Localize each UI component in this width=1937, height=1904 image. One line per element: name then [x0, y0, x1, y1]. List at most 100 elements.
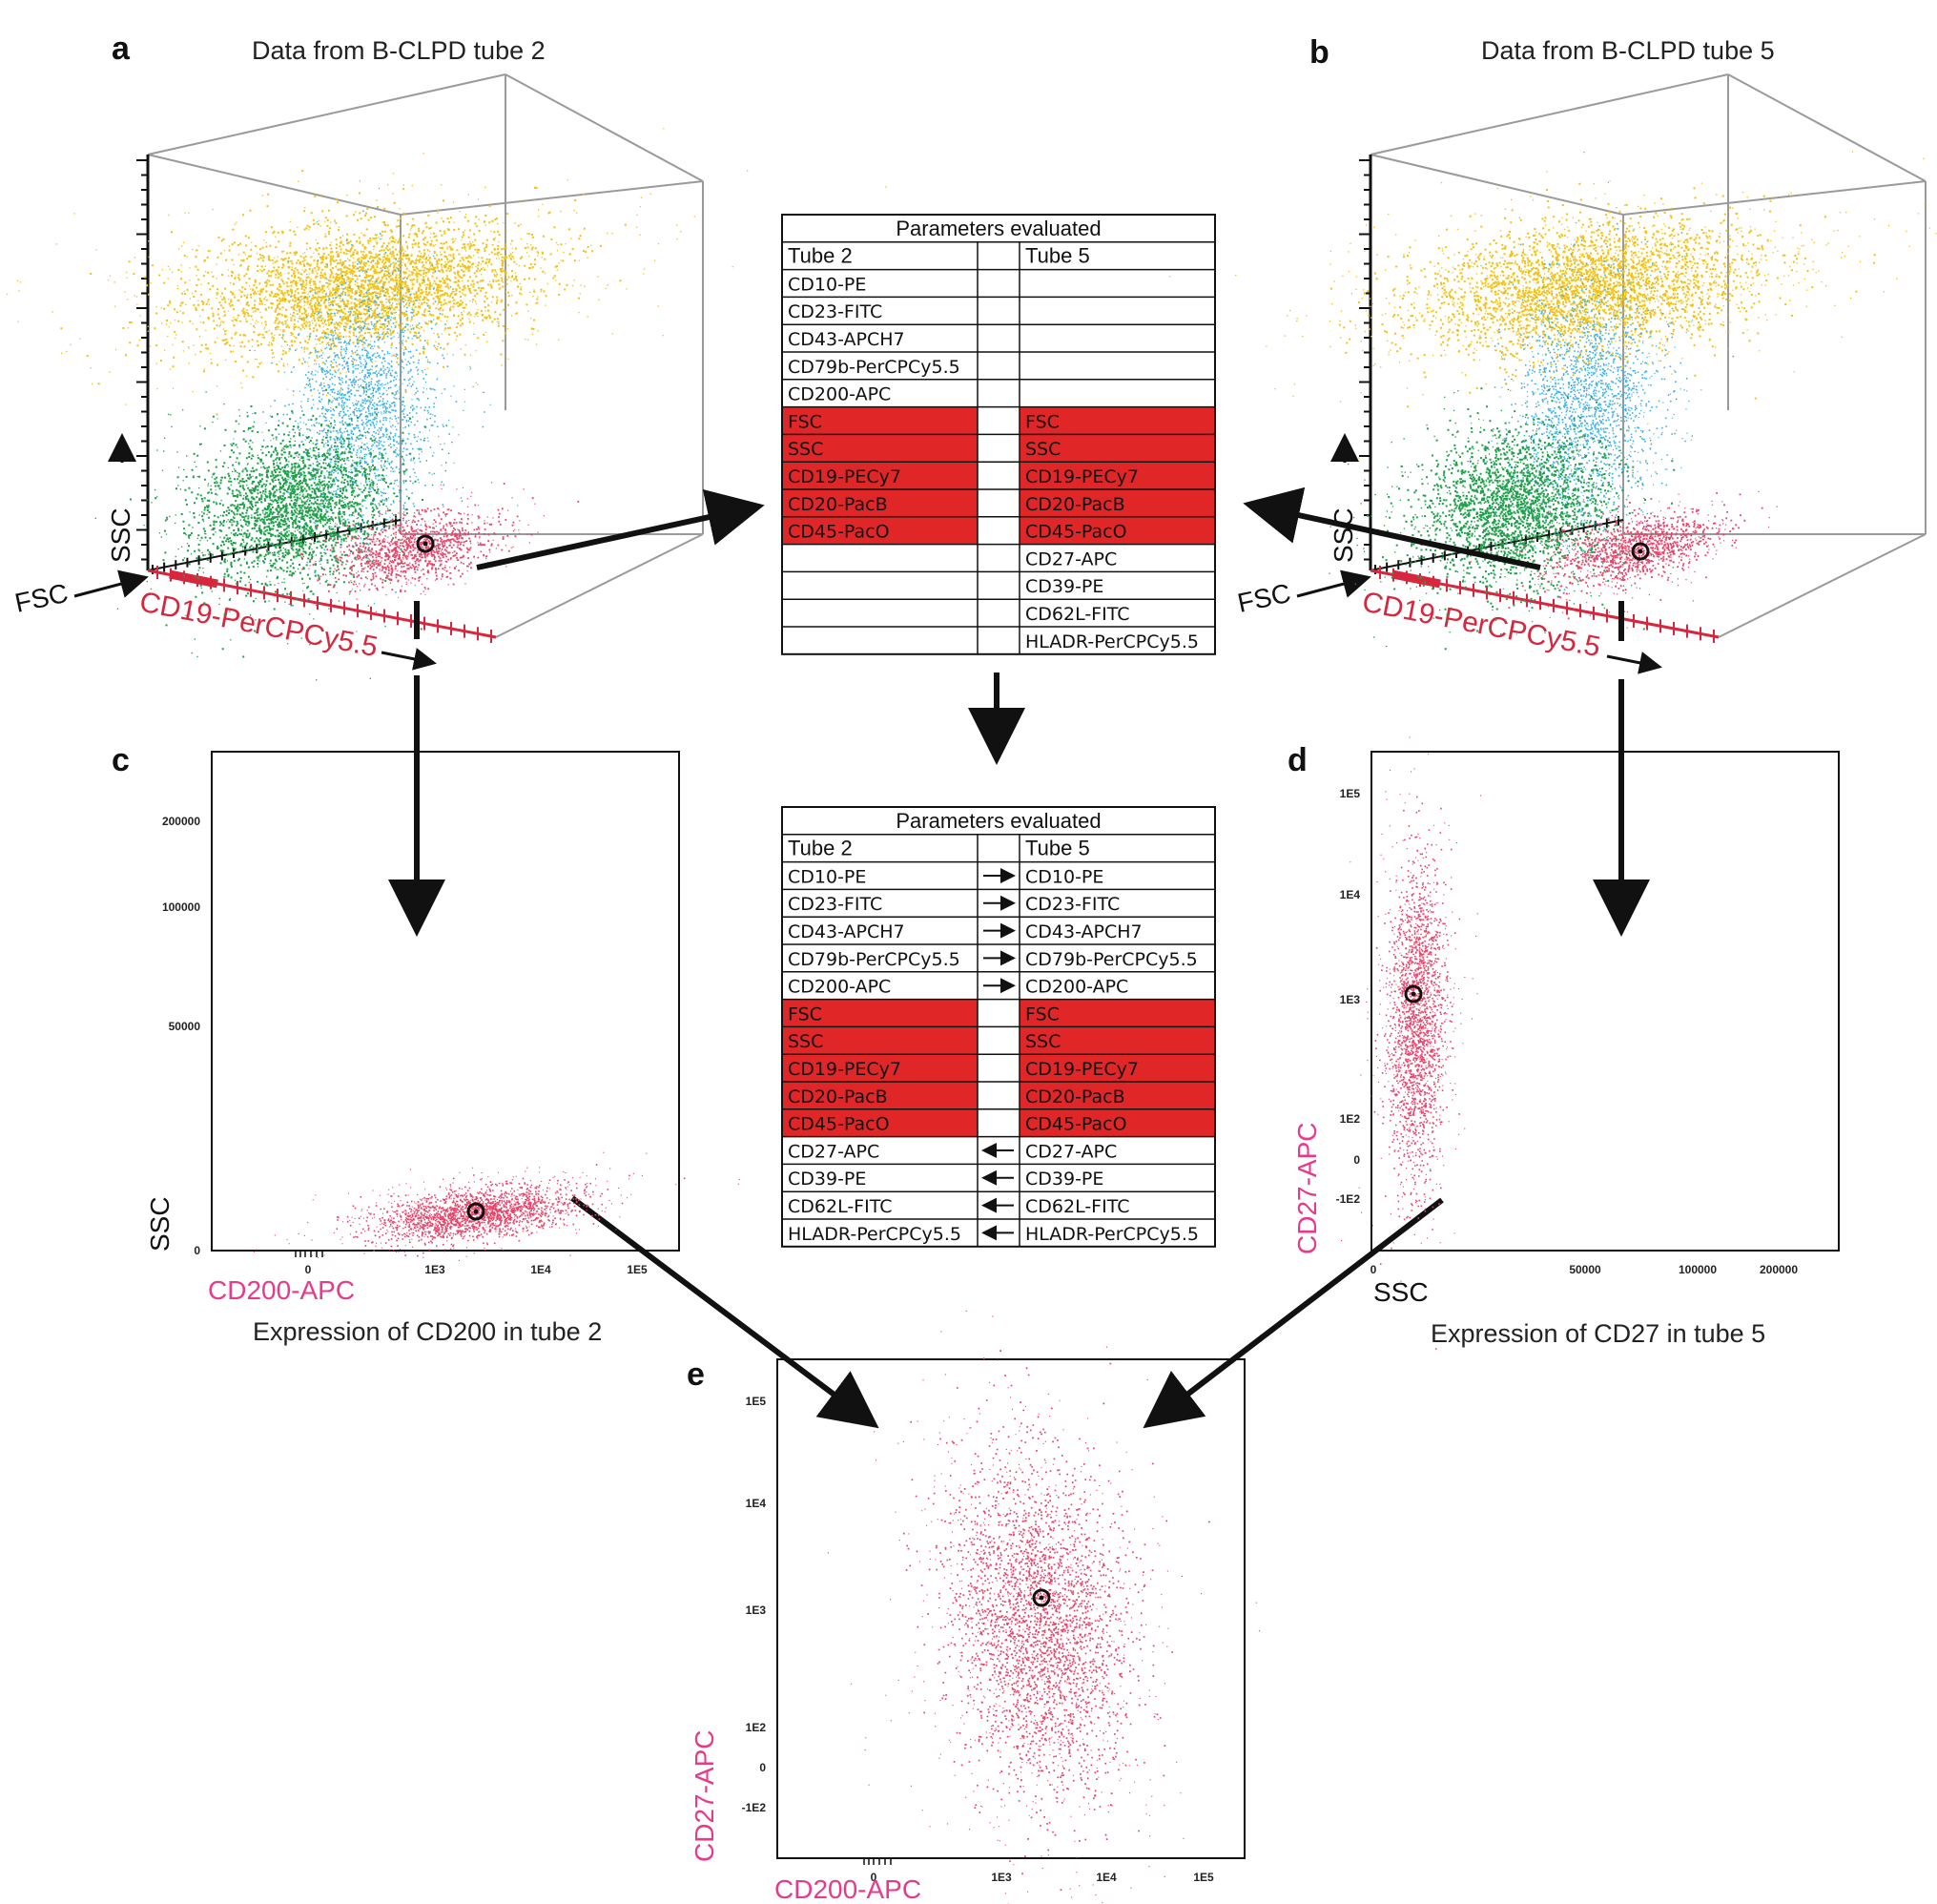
- panel-d-caption: Expression of CD27 in tube 5: [1431, 1319, 1765, 1348]
- highlight-cell: [782, 516, 978, 545]
- panel-b-letter: b: [1309, 34, 1329, 71]
- highlight-cell: [782, 1082, 978, 1109]
- tick-label: 1E5: [746, 1395, 767, 1408]
- table-cell: CD20-PacB: [1025, 1087, 1125, 1107]
- panel-c: c 200000 100000 50000 0 0 1E3 1E4 1E5 SS…: [112, 742, 740, 1346]
- table-cell: FSC: [1025, 1004, 1060, 1024]
- parameters-table-top: Parameters evaluated Tube 2 Tube 5 CD10-PE C…: [781, 214, 1216, 655]
- connector-arrows: [388, 486, 1650, 1429]
- table-cell: CD20-PacB: [788, 1087, 888, 1107]
- table-cell: CD39-PE: [1025, 576, 1103, 597]
- panel-c-centroid-marker: [466, 1202, 485, 1221]
- panel-a-3d-box: [147, 73, 704, 638]
- table-cell: HLADR-PerCPCy5.5: [788, 1224, 961, 1245]
- panel-e-y-ticks: 1E5 1E4 1E3 1E2 0 -1E2: [742, 1395, 767, 1814]
- panel-d-centroid-marker: [1404, 984, 1423, 1004]
- table-cell: CD10-PE: [788, 274, 866, 295]
- table-cell: HLADR-PerCPCy5.5: [1025, 631, 1199, 652]
- panel-a-title: Data from B-CLPD tube 2: [252, 36, 546, 65]
- tick-label: 0: [194, 1244, 200, 1257]
- table-cell: CD43-APCH7: [788, 329, 905, 350]
- table-cell: CD27-APC: [788, 1141, 879, 1162]
- tick-label: 100000: [162, 900, 200, 914]
- table-cell: CD62L-FITC: [788, 1196, 892, 1217]
- panel-c-y-axis-label: SSC: [145, 1196, 175, 1252]
- panel-e-population: [827, 1310, 1260, 1904]
- tick-label: 1E3: [424, 1263, 445, 1276]
- panel-d-centroid-dot: [1411, 991, 1416, 997]
- panel-b-centroid-marker: [1631, 542, 1650, 561]
- event-dots: [1373, 796, 1461, 1350]
- tick-label: 0: [871, 1871, 877, 1884]
- panel-b-x-direction-arrow: [1606, 652, 1662, 674]
- panel-e-y-axis-label: CD27-APC: [690, 1730, 719, 1862]
- panel-e-plot-frame: [776, 1358, 1246, 1859]
- event-dots: [129, 386, 427, 658]
- panel-c-population: [253, 1151, 740, 1261]
- highlight-cell: [1020, 489, 1215, 517]
- tick-label: 1E5: [627, 1263, 648, 1276]
- table-cell: CD19-PECy7: [788, 466, 901, 487]
- tick-label: 1E5: [1193, 1871, 1214, 1884]
- panel-b-ssc-axis: [1330, 155, 1372, 570]
- panel-b-z-axis-label: FSC: [1235, 578, 1293, 618]
- panel-c-y-ticks: 200000 100000 50000 0: [162, 815, 200, 1257]
- highlight-cell: [1020, 462, 1215, 489]
- highlight-cell: [1020, 1026, 1215, 1055]
- tick-label: -1E2: [742, 1801, 767, 1814]
- panel-e-centroid-marker: [1032, 1588, 1051, 1607]
- table-cell: CD79b-PerCPCy5.5: [788, 949, 960, 970]
- tick-label: 0: [1370, 1263, 1377, 1276]
- highlight-cell: [1020, 999, 1215, 1027]
- panel-a-letter: a: [112, 31, 131, 67]
- table-cell: FSC: [788, 1004, 822, 1024]
- table-cell: CD43-APCH7: [788, 921, 905, 942]
- table-col-header: Tube 2: [788, 837, 853, 860]
- table-cell: SSC: [788, 439, 823, 460]
- highlight-cell: [1020, 516, 1215, 545]
- table-cell: CD45-PacO: [1025, 522, 1127, 543]
- highlight-cell: [782, 462, 978, 489]
- highlight-cell: [1020, 1054, 1215, 1082]
- tick-label: 1E3: [991, 1871, 1012, 1884]
- table-cell: SSC: [1025, 439, 1061, 460]
- tick-label: 1E5: [1340, 787, 1361, 800]
- panel-e-letter: e: [687, 1356, 705, 1393]
- panel-e-x-axis-label: CD200-APC: [774, 1874, 921, 1904]
- panel-b-y-axis-label: SSC: [1329, 507, 1358, 563]
- table-cell: CD200-APC: [788, 977, 891, 998]
- table-cell: CD79b-PerCPCy5.5: [1025, 949, 1198, 970]
- panel-c-plot-frame: [211, 751, 680, 1252]
- table-col-header: Tube 5: [1025, 837, 1090, 860]
- table-cell: CD200-APC: [788, 384, 891, 405]
- event-dots: [1367, 387, 1676, 651]
- panel-e-x-ticks: 0 1E3 1E4 1E5: [863, 1858, 1214, 1884]
- panel-b-title: Data from B-CLPD tube 5: [1481, 36, 1775, 65]
- panel-b-centroid-dot: [1638, 548, 1643, 554]
- table-cell: CD79b-PerCPCy5.5: [788, 357, 960, 378]
- arrow-b-to-table: [1243, 486, 1541, 570]
- panel-b-populations: [1169, 151, 1937, 651]
- panel-a-y-axis-label: SSC: [106, 507, 135, 563]
- table-cell: CD19-PECy7: [788, 1059, 901, 1080]
- panel-b-x-axis-label: CD19-PerCPCy5.5: [1360, 586, 1603, 663]
- table-cell: CD20-PacB: [788, 494, 888, 515]
- table-title: Parameters evaluated: [896, 809, 1101, 833]
- highlight-cell: [782, 999, 978, 1027]
- panel-d-letter: d: [1288, 742, 1308, 778]
- table-cell: CD45-PacO: [1025, 1114, 1127, 1135]
- table-cell: CD10-PE: [1025, 866, 1103, 887]
- panel-c-centroid-dot: [473, 1209, 479, 1214]
- highlight-cell: [782, 1026, 978, 1055]
- panel-d-x-axis-label: SSC: [1373, 1277, 1429, 1307]
- panel-c-x-axis-label: CD200-APC: [208, 1275, 355, 1305]
- table-cell: HLADR-PerCPCy5.5: [1025, 1224, 1199, 1245]
- panel-a-centroid-dot: [422, 541, 428, 547]
- arrow-d-to-e: [1143, 1197, 1444, 1429]
- highlight-cell: [1020, 406, 1215, 435]
- table-cell: SSC: [1025, 1031, 1061, 1052]
- panel-b-cd19-axis: [1370, 566, 1720, 643]
- panel-c-letter: c: [112, 742, 130, 778]
- table-cell: CD19-PECy7: [1025, 466, 1139, 487]
